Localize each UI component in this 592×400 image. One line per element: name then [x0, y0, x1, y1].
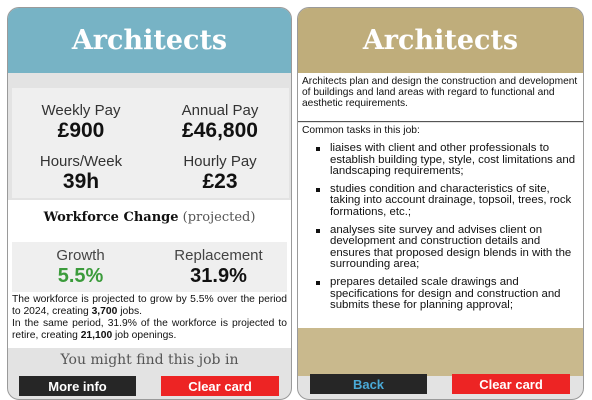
tasks-list: liaises with client and other profession… [302, 142, 579, 312]
growth-value: 5.5% [57, 265, 104, 287]
annual-pay-label: Annual Pay [181, 102, 259, 119]
workforce-description: The workforce is projected to grow by 5.… [8, 292, 291, 348]
growth-stat: Growth 5.5% [12, 248, 149, 288]
workforce-stats: Growth 5.5% Replacement 31.9% [12, 242, 287, 296]
annual-pay-value: £46,800 [182, 119, 258, 142]
job-card-front: Architects Weekly Pay £900 Annual Pay £4… [7, 7, 292, 400]
weekly-pay-label: Weekly Pay [41, 102, 121, 119]
clear-card-button[interactable]: Clear card [452, 374, 570, 394]
weekly-pay: Weekly Pay £900 [12, 102, 150, 142]
list-item: analyses site survey and advises client … [316, 224, 579, 271]
list-item: liaises with client and other profession… [316, 142, 579, 178]
hourly-pay: Hourly Pay £23 [151, 153, 289, 193]
hourly-pay-value: £23 [202, 170, 238, 193]
replacement-value: 31.9% [190, 265, 247, 287]
growth-label: Growth [56, 247, 105, 264]
job-title: Architects [8, 8, 291, 73]
job-openings-count: 21,100 [80, 330, 113, 341]
hours-label: Hours/Week [39, 153, 123, 170]
more-info-button[interactable]: More info [19, 376, 136, 396]
hours-per-week: Hours/Week 39h [12, 153, 150, 193]
job-card-back: Architects Architects plan and design th… [297, 7, 584, 400]
card-footer-band [298, 328, 583, 376]
tasks-heading: Common tasks in this job: [302, 125, 420, 136]
replacement-stat: Replacement 31.9% [150, 248, 287, 288]
workforce-change-qualifier: (projected) [182, 210, 256, 225]
back-button[interactable]: Back [310, 374, 427, 394]
common-tasks-panel[interactable]: Common tasks in this job: liaises with c… [298, 123, 583, 328]
annual-pay: Annual Pay £46,800 [151, 102, 289, 142]
workforce-change-title: Workforce Change [43, 210, 179, 225]
find-job-heading: You might find this job in [60, 352, 239, 368]
replacement-label: Replacement [174, 247, 263, 264]
weekly-pay-value: £900 [57, 119, 105, 142]
job-title: Architects [298, 8, 583, 73]
workforce-change-section: Workforce Change (projected) Growth 5.5%… [8, 200, 291, 309]
growth-sentence: The workforce is projected to grow by 5.… [12, 294, 287, 317]
hours-value: 39h [62, 170, 100, 193]
retire-sentence: In the same period, 31.9% of the workfor… [12, 318, 287, 341]
list-item: prepares detailed scale drawings and spe… [316, 276, 579, 312]
list-item: studies condition and characteristics of… [316, 183, 579, 219]
hourly-pay-label: Hourly Pay [183, 153, 257, 170]
workforce-change-heading: Workforce Change (projected) [8, 210, 291, 225]
clear-card-button[interactable]: Clear card [161, 376, 279, 396]
pay-panel: Weekly Pay £900 Annual Pay £46,800 Hours… [12, 88, 289, 198]
jobs-created-count: 3,700 [91, 306, 118, 317]
job-description: Architects plan and design the construct… [298, 73, 583, 122]
